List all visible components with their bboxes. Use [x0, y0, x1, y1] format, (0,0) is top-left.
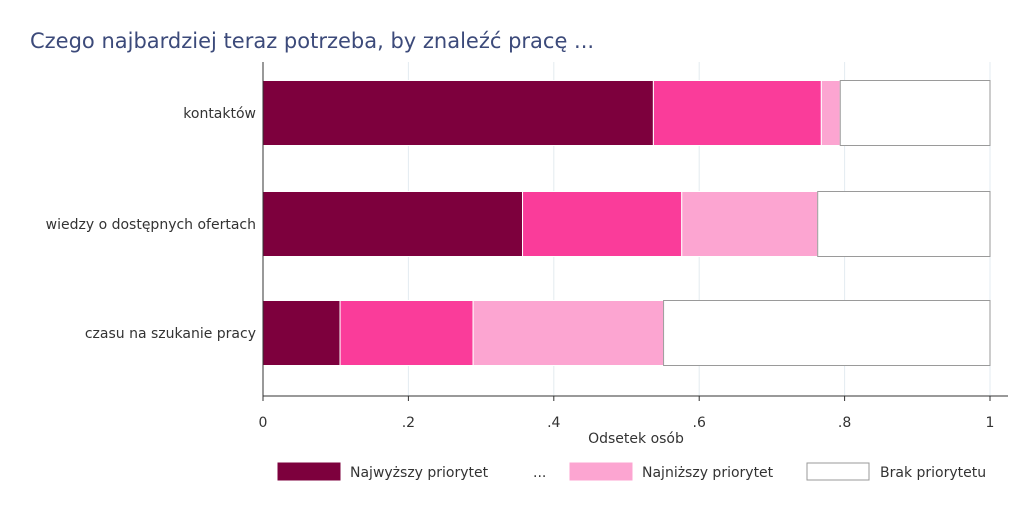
- category-labels: kontaktów wiedzy o dostępnych ofertach cza…: [46, 106, 256, 342]
- bar-segment: [262, 80, 654, 146]
- category-label: kontaktów: [183, 106, 256, 122]
- legend-swatch: [569, 462, 633, 481]
- legend-swatch: [277, 462, 341, 481]
- bar-segment: [472, 300, 665, 366]
- bar-segment: [817, 191, 991, 257]
- x-tick-label: .2: [402, 415, 415, 431]
- bar-segment: [839, 80, 991, 146]
- bar-segment: [262, 300, 341, 366]
- category-label: wiedzy o dostępnych ofertach: [46, 217, 256, 233]
- x-tick-label: 0: [259, 415, 268, 431]
- bar-segment: [652, 80, 822, 146]
- bar-segment: [681, 191, 819, 257]
- bar-segment: [820, 80, 841, 146]
- bar-segment: [663, 300, 991, 366]
- legend-label: Najniższy priorytet: [642, 465, 774, 481]
- x-axis-title: Odsetek osób: [588, 431, 684, 447]
- x-tick-label: .6: [693, 415, 706, 431]
- legend-swatch: [806, 462, 870, 481]
- bars: [262, 80, 991, 366]
- legend: Najwyższy priorytet... Najniższy prioryte…: [277, 462, 986, 481]
- legend-label: Brak priorytetu: [880, 465, 986, 481]
- x-tick-label: 1: [986, 415, 995, 431]
- x-axis: 0 .2 .4 .6 .8 1: [259, 62, 1008, 431]
- bar-segment: [262, 191, 524, 257]
- legend-label: Najwyższy priorytet: [350, 465, 489, 481]
- x-tick-label: .4: [547, 415, 560, 431]
- bar-segment: [339, 300, 474, 366]
- category-label: czasu na szukanie pracy: [85, 326, 256, 342]
- x-tick-label: .8: [838, 415, 851, 431]
- bar-segment: [522, 191, 683, 257]
- chart-title: Czego najbardziej teraz potrzeba, by zna…: [30, 29, 594, 53]
- legend-ellipsis: ...: [533, 465, 546, 481]
